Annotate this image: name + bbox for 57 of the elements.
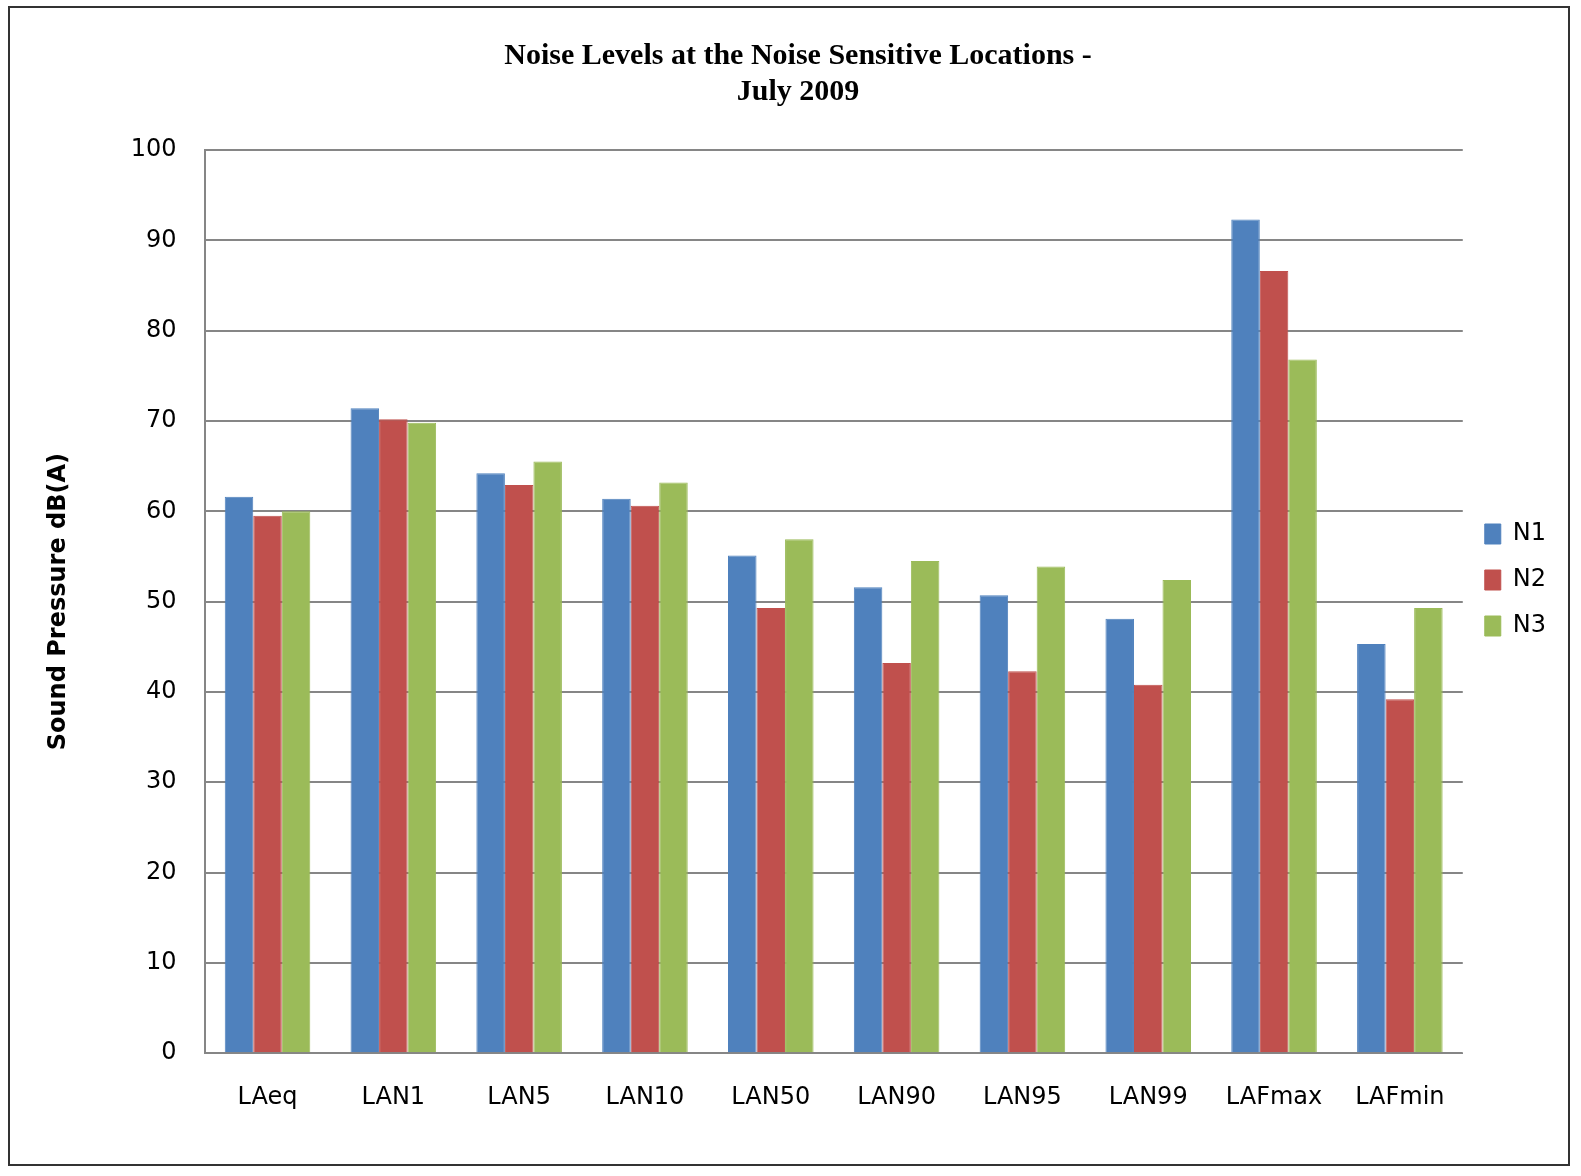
bar [1385, 699, 1415, 1053]
legend-label: N1 [1512, 518, 1547, 547]
bar [379, 419, 408, 1053]
bar [882, 663, 911, 1053]
x-tick-label: LAN5 [487, 1081, 551, 1110]
bar [1105, 618, 1134, 1053]
bar [1288, 359, 1317, 1053]
bar [728, 555, 757, 1053]
bar [785, 539, 814, 1053]
legend-label: N2 [1512, 564, 1547, 593]
text: July 2009 [736, 72, 860, 106]
y-tick-label: 90 [146, 224, 177, 253]
y-axis-title: Sound Pressure dB(A) [42, 452, 71, 751]
y-tick-label: 80 [146, 314, 177, 343]
bar [407, 422, 437, 1053]
bar [756, 607, 786, 1053]
text: Noise Levels at the Noise Sensitive Locations - [504, 36, 1092, 70]
y-tick-label: 0 [161, 1037, 177, 1066]
y-tick-label: 70 [146, 405, 177, 434]
bar [1036, 566, 1066, 1053]
x-tick-label: LAN90 [857, 1081, 937, 1110]
bar [1357, 644, 1386, 1053]
bar [602, 498, 631, 1053]
bar [533, 461, 562, 1053]
bar [1008, 671, 1037, 1053]
bar [253, 515, 282, 1053]
y-tick-label: 20 [146, 856, 177, 885]
bar [1162, 579, 1192, 1053]
bar [1414, 607, 1443, 1053]
x-tick-label: LAN1 [361, 1081, 426, 1110]
bar [224, 496, 254, 1053]
bar [1133, 684, 1163, 1053]
bar [504, 485, 534, 1053]
bar [281, 511, 311, 1053]
x-tick-label: LAN95 [983, 1081, 1062, 1110]
y-tick-label: 60 [146, 495, 177, 524]
bar [630, 505, 660, 1053]
bar [1259, 271, 1289, 1053]
x-tick-label: LAFmax [1225, 1081, 1323, 1110]
bar [1231, 219, 1260, 1053]
bar [350, 408, 380, 1053]
y-tick-label: 10 [146, 947, 177, 976]
y-tick-label: 30 [146, 766, 177, 795]
x-tick-label: LAN10 [605, 1081, 685, 1110]
bar [476, 473, 505, 1053]
bar [979, 595, 1009, 1053]
x-tick-label: LAN50 [731, 1081, 811, 1110]
legend-label: N3 [1512, 610, 1547, 639]
bar [853, 587, 883, 1053]
bar [659, 482, 688, 1053]
y-tick-label: 100 [130, 134, 177, 163]
bar [910, 560, 940, 1053]
x-tick-label: LAeq [237, 1081, 298, 1110]
y-tick-label: 50 [146, 585, 177, 614]
x-tick-label: LAFmin [1355, 1081, 1445, 1110]
x-tick-label: LAN99 [1108, 1081, 1188, 1110]
y-tick-label: 40 [146, 676, 177, 705]
